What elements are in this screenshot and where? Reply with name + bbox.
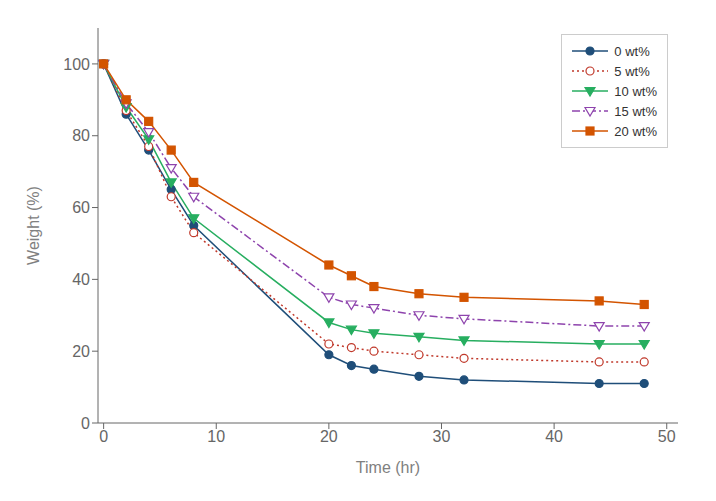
svg-text:Time (hr): Time (hr) (356, 459, 420, 476)
svg-text:20: 20 (320, 428, 338, 445)
html-text:10 wt%: 10 wt% (614, 83, 657, 99)
html-text:5 wt%: 5 wt% (614, 63, 650, 79)
svg-text:20: 20 (72, 343, 90, 360)
svg-text:10: 10 (207, 428, 225, 445)
svg-text:60: 60 (72, 199, 90, 216)
svg-text:40: 40 (545, 428, 563, 445)
svg-text:0: 0 (99, 428, 108, 445)
svg-text:100: 100 (63, 56, 90, 73)
html-text:15 wt%: 15 wt% (614, 103, 657, 119)
html-text:20 wt%: 20 wt% (614, 123, 657, 139)
svg-text:80: 80 (72, 127, 90, 144)
svg-text:40: 40 (72, 271, 90, 288)
svg-text:50: 50 (658, 428, 676, 445)
svg-text:30: 30 (433, 428, 451, 445)
svg-text:0: 0 (81, 415, 90, 432)
svg-text:Weight (%): Weight (%) (25, 186, 42, 265)
html-text:0 wt%: 0 wt% (614, 43, 650, 59)
